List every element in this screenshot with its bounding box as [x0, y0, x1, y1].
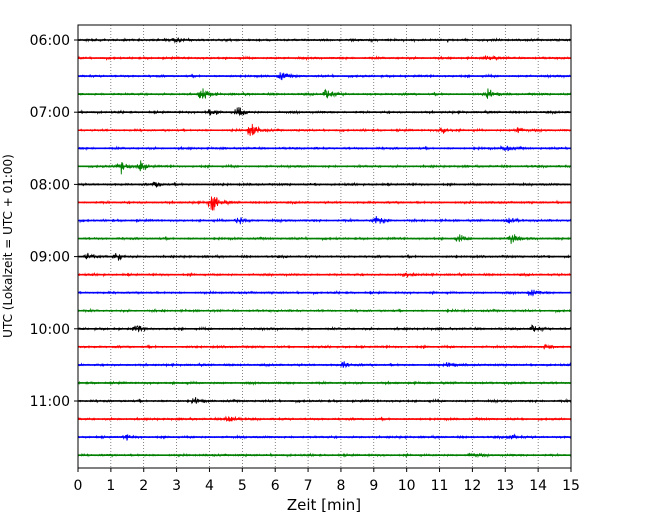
x-tick-label: 4 [205, 478, 214, 494]
x-tick-label: 13 [496, 478, 514, 494]
x-tick-label: 9 [369, 478, 378, 494]
y-tick-label: 10:00 [30, 322, 70, 338]
y-tick-label: 06:00 [30, 33, 70, 49]
y-axis-label: UTC (Lokalzeit = UTC + 01:00) [1, 154, 15, 338]
x-tick-label: 14 [529, 478, 547, 494]
x-tick-label: 1 [106, 478, 115, 494]
y-tick-label: 09:00 [30, 250, 70, 266]
trace-line [77, 196, 572, 211]
x-tick-label: 15 [562, 478, 580, 494]
trace-line [77, 107, 572, 117]
y-axis-ticks: 06:00 07:00 08:00 09:00 10:00 11:00 [30, 33, 78, 410]
x-tick-label: 6 [271, 478, 280, 494]
x-tick-label: 3 [172, 478, 181, 494]
y-tick-label: 11:00 [30, 394, 70, 410]
x-axis-ticks: 0 1 2 3 4 5 6 7 8 9 10 11 12 13 14 15 [74, 468, 580, 494]
plot-frame [77, 24, 572, 469]
y-tick-label: 08:00 [30, 177, 70, 193]
x-axis-label: Zeit [min] [287, 496, 361, 514]
x-tick-label: 0 [74, 478, 83, 494]
x-tick-label: 7 [304, 478, 313, 494]
y-tick-label: 07:00 [30, 105, 70, 121]
x-tick-label: 2 [139, 478, 148, 494]
x-tick-label: 11 [431, 478, 449, 494]
x-tick-label: 5 [238, 478, 247, 494]
x-tick-label: 8 [336, 478, 345, 494]
trace-group [77, 37, 572, 459]
x-gridlines [110, 25, 539, 468]
x-tick-label: 10 [398, 478, 416, 494]
x-tick-label: 12 [463, 478, 481, 494]
trace-line [77, 160, 572, 175]
